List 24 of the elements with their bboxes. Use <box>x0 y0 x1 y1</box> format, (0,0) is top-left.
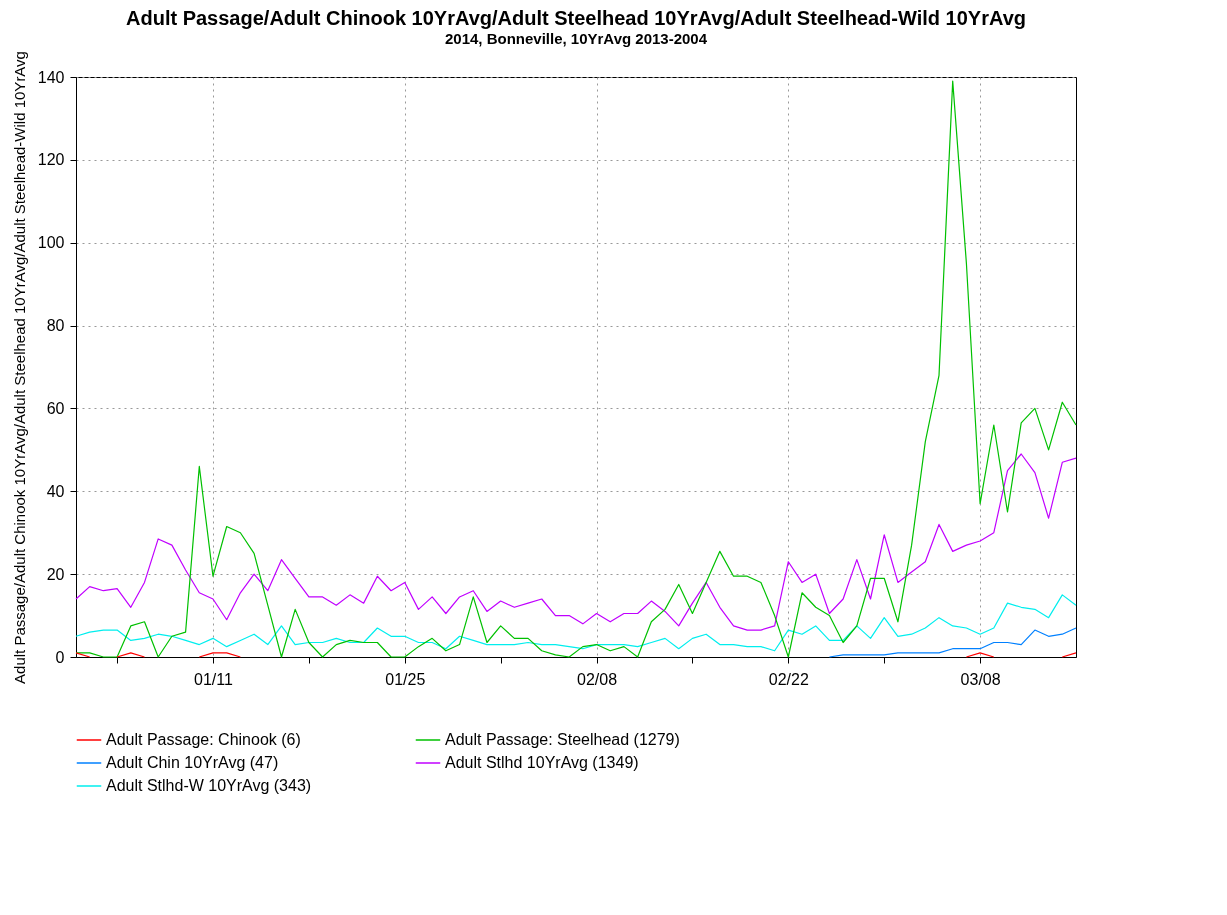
y-tick-label: 140 <box>37 68 65 86</box>
y-tick-label: 40 <box>46 482 65 500</box>
legend-label: Adult Passage: Chinook (6) <box>106 731 301 748</box>
y-tick-label: 100 <box>37 234 65 252</box>
legend-label: Adult Passage: Steelhead (1279) <box>445 731 680 748</box>
y-axis-title: Adult Passage/Adult Chinook 10YrAvg/Adult Steelhead 10YrAvg/Adult Steelhead-Wild 10YrAvg <box>10 51 28 684</box>
y-tick-label: 0 <box>55 648 65 666</box>
x-tick-label: 03/08 <box>960 670 1001 688</box>
x-tick-label: 01/11 <box>194 670 234 688</box>
x-tick-label: 02/22 <box>768 670 809 688</box>
line-series <box>828 627 1077 658</box>
x-tick-label: 02/08 <box>577 670 618 688</box>
line-series <box>75 594 1077 652</box>
legend-label: Adult Stlhd 10YrAvg (1349) <box>445 754 639 771</box>
legend-label: Adult Chin 10YrAvg (47) <box>106 754 279 771</box>
legend-label: Adult Stlhd-W 10YrAvg (343) <box>106 777 312 794</box>
y-tick-label: 120 <box>37 151 65 169</box>
chart-title: Adult Passage/Adult Chinook 10YrAvg/Adult Steelhead 10YrAvg/Adult Steelhead-Wild 10YrAvg <box>126 6 1026 29</box>
y-tick-label: 20 <box>46 565 65 583</box>
y-tick-label: 80 <box>46 317 65 335</box>
chart-subtitle: 2014, Bonneville, 10YrAvg 2013-2004 <box>444 29 708 47</box>
line-series <box>75 453 1077 631</box>
x-tick-label: 01/25 <box>385 670 426 688</box>
y-tick-label: 60 <box>46 399 65 417</box>
